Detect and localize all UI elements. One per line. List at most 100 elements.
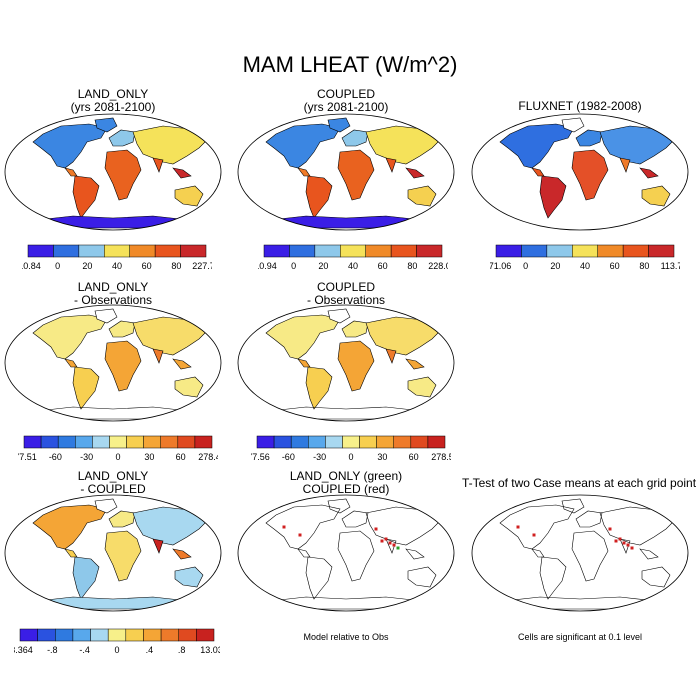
- colorbar-swatch: [160, 628, 179, 642]
- landmass-india: [619, 157, 631, 173]
- landmass-india: [152, 538, 164, 554]
- landmass-se-asia: [172, 167, 192, 179]
- landmass-asia: [132, 316, 210, 356]
- landmass-south-america: [539, 556, 567, 600]
- colorbar-tick-label: 228.03: [428, 261, 448, 271]
- panel-title-line1: LAND_ONLY (green): [289, 469, 403, 483]
- landmass-australia: [407, 376, 437, 398]
- map-border: [4, 113, 222, 231]
- colorbar-tick-label: 0: [348, 452, 353, 462]
- landmass-africa: [104, 530, 142, 582]
- landmass-africa: [571, 149, 609, 201]
- significant-cell: [392, 543, 396, 547]
- landmass-asia: [365, 125, 443, 165]
- colorbar-swatch: [194, 435, 213, 449]
- colorbar-tick-label: 40: [580, 261, 590, 271]
- significant-cell: [384, 537, 388, 541]
- colorbar-tick-label: 40: [348, 261, 358, 271]
- landmass-europe: [108, 510, 136, 528]
- landmass-central-america: [297, 167, 311, 177]
- colorbar-tick-label: -271.06: [490, 261, 511, 271]
- landmass-greenland: [327, 308, 351, 324]
- landmass-india: [385, 348, 397, 364]
- significant-cell: [380, 539, 384, 543]
- landmass-central-america: [64, 358, 78, 368]
- colorbar-tick-label: 227.76: [192, 261, 212, 271]
- landmass-asia: [365, 316, 443, 356]
- landmass-africa: [337, 340, 375, 392]
- colorbar-swatch: [154, 244, 181, 258]
- colorbar-tick-label: 60: [142, 261, 152, 271]
- landmass-north-america: [32, 123, 108, 169]
- colorbar-swatch: [572, 244, 598, 258]
- colorbar-swatch: [75, 435, 93, 449]
- landmass-antarctica: [36, 215, 190, 229]
- colorbar-swatch: [546, 244, 573, 258]
- landmass-asia: [599, 125, 677, 165]
- landmass-south-america: [305, 556, 333, 600]
- map-border: [237, 113, 455, 231]
- colorbar-tick-label: 13.035: [200, 645, 220, 655]
- colorbar-swatch: [78, 244, 105, 258]
- colorbar-swatch: [359, 435, 377, 449]
- colorbar-swatch: [393, 435, 412, 449]
- colorbar-swatch: [40, 435, 59, 449]
- landmass-north-america: [499, 504, 575, 550]
- landmass-central-america: [64, 167, 78, 177]
- colorbar-swatch: [196, 628, 215, 642]
- colorbar-swatch: [410, 435, 429, 449]
- colorbar-swatch: [365, 244, 392, 258]
- colorbar-tick-label: 0: [55, 261, 60, 271]
- colorbar-tick-label: -.8: [47, 645, 58, 655]
- landmass-central-america: [531, 548, 545, 558]
- landmass-south-america: [305, 366, 333, 410]
- landmass-india: [152, 157, 164, 173]
- colorbar-swatch: [390, 244, 417, 258]
- landmass-south-america: [539, 175, 567, 219]
- landmass-australia: [407, 566, 437, 588]
- colorbar-swatch: [178, 628, 197, 642]
- panel-title-model-relative: LAND_ONLY (green) COUPLED (red): [236, 470, 456, 496]
- colorbar-swatch: [55, 628, 74, 642]
- colorbar-tick-label: -30: [80, 452, 93, 462]
- landmass-antarctica: [36, 596, 190, 610]
- landmass-africa: [104, 149, 142, 201]
- colorbar-swatch: [180, 244, 207, 258]
- significant-cell: [374, 527, 378, 531]
- panel-title-line1: COUPLED: [316, 87, 375, 101]
- colorbar-swatch: [314, 244, 341, 258]
- panel-title-coupled: COUPLED (yrs 2081-2100): [236, 88, 456, 114]
- landmass-asia: [132, 506, 210, 546]
- colorbar-tick-label: -3.364: [14, 645, 33, 655]
- landmass-europe: [575, 510, 603, 528]
- panel-title-line1: T-Test of two Case means at each grid po…: [461, 476, 697, 490]
- landmass-asia: [132, 125, 210, 165]
- colorbar-tick-label: 40: [112, 261, 122, 271]
- landmass-se-asia: [639, 548, 659, 560]
- colorbar-tick-label: 60: [610, 261, 620, 271]
- landmass-australia: [641, 566, 671, 588]
- colorbar-swatch: [109, 435, 127, 449]
- landmass-australia: [407, 185, 437, 207]
- panel-title-line2: - COUPLED: [80, 482, 146, 496]
- map-coupled-minus-obs: [237, 304, 455, 422]
- significant-cell: [630, 546, 634, 550]
- colorbar-tick-label: -10.94: [258, 261, 277, 271]
- landmass-north-america: [265, 504, 341, 550]
- panel-title-line1: LAND_ONLY: [77, 87, 149, 101]
- colorbar-swatch: [256, 435, 275, 449]
- significant-cell: [516, 525, 520, 529]
- map-land-only-minus-coupled: [4, 494, 222, 612]
- colorbar-tick-label: 80: [171, 261, 181, 271]
- colorbar-tick-label: 0: [523, 261, 528, 271]
- landmass-south-america: [305, 175, 333, 219]
- colorbar-tick-label: 0: [291, 261, 296, 271]
- colorbar-swatch: [90, 628, 109, 642]
- landmass-europe: [341, 129, 369, 147]
- colorbar-swatch: [325, 435, 343, 449]
- colorbar-swatch: [104, 244, 130, 258]
- colorbar-tick-label: -.4: [79, 645, 90, 655]
- panel-title-line1: LAND_ONLY: [77, 469, 149, 483]
- landmass-central-america: [531, 167, 545, 177]
- panel-title-line2: COUPLED (red): [302, 482, 390, 496]
